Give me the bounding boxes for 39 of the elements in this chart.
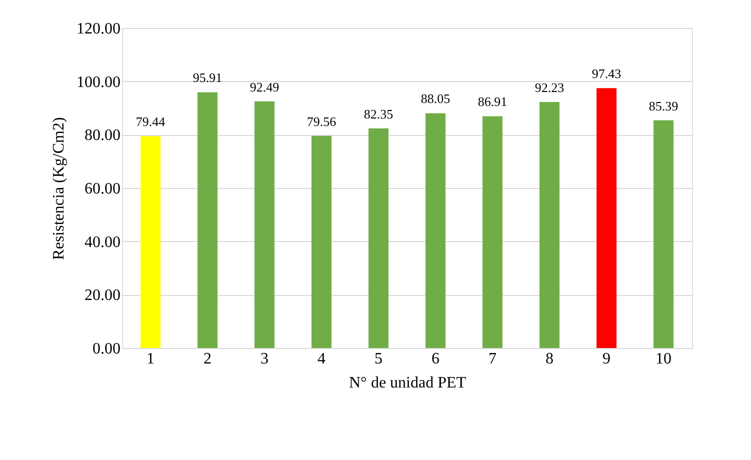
bar bbox=[654, 120, 674, 348]
x-tick-label: 2 bbox=[204, 350, 212, 368]
y-tick-label: 20.00 bbox=[84, 287, 120, 304]
x-tick-label: 8 bbox=[546, 350, 554, 368]
bar bbox=[140, 136, 160, 348]
y-axis-title: Resistencia (Kg/Cm2) bbox=[50, 117, 68, 260]
data-label: 92.49 bbox=[250, 79, 280, 94]
y-tick-label: 60.00 bbox=[84, 180, 120, 198]
data-label: 97.43 bbox=[592, 66, 622, 82]
x-tick-label: 1 bbox=[146, 350, 154, 368]
bar bbox=[596, 88, 616, 348]
y-tick-label: 80.00 bbox=[84, 127, 120, 144]
x-tick-label: 5 bbox=[374, 350, 382, 368]
x-tick-label: 4 bbox=[318, 350, 326, 368]
bar bbox=[368, 128, 388, 348]
y-tick-label: 40.00 bbox=[84, 234, 120, 251]
data-label: 79.44 bbox=[136, 114, 166, 130]
x-tick-label: 9 bbox=[602, 350, 610, 368]
data-label: 86.91 bbox=[478, 94, 508, 110]
data-label: 82.35 bbox=[364, 106, 394, 122]
x-axis-title: N° de unidad PET bbox=[348, 374, 466, 392]
bar bbox=[426, 113, 446, 348]
data-label: 88.05 bbox=[420, 91, 450, 106]
data-label: 95.91 bbox=[192, 70, 222, 86]
data-label: 85.39 bbox=[648, 98, 678, 114]
bar bbox=[254, 101, 274, 348]
bar bbox=[312, 136, 332, 348]
y-tick-label: 100.00 bbox=[76, 74, 120, 91]
y-tick-label: 0.00 bbox=[92, 340, 120, 358]
x-tick-label: 3 bbox=[260, 350, 268, 368]
x-tick-label: 7 bbox=[488, 350, 496, 368]
bar bbox=[198, 92, 218, 348]
bar bbox=[540, 102, 560, 348]
x-tick-label: 10 bbox=[656, 350, 672, 368]
x-tick-label: 6 bbox=[432, 350, 440, 368]
y-tick-label: 120.00 bbox=[76, 20, 120, 38]
data-label: 92.23 bbox=[534, 80, 564, 96]
bar bbox=[482, 116, 502, 348]
data-label: 79.56 bbox=[306, 114, 337, 129]
